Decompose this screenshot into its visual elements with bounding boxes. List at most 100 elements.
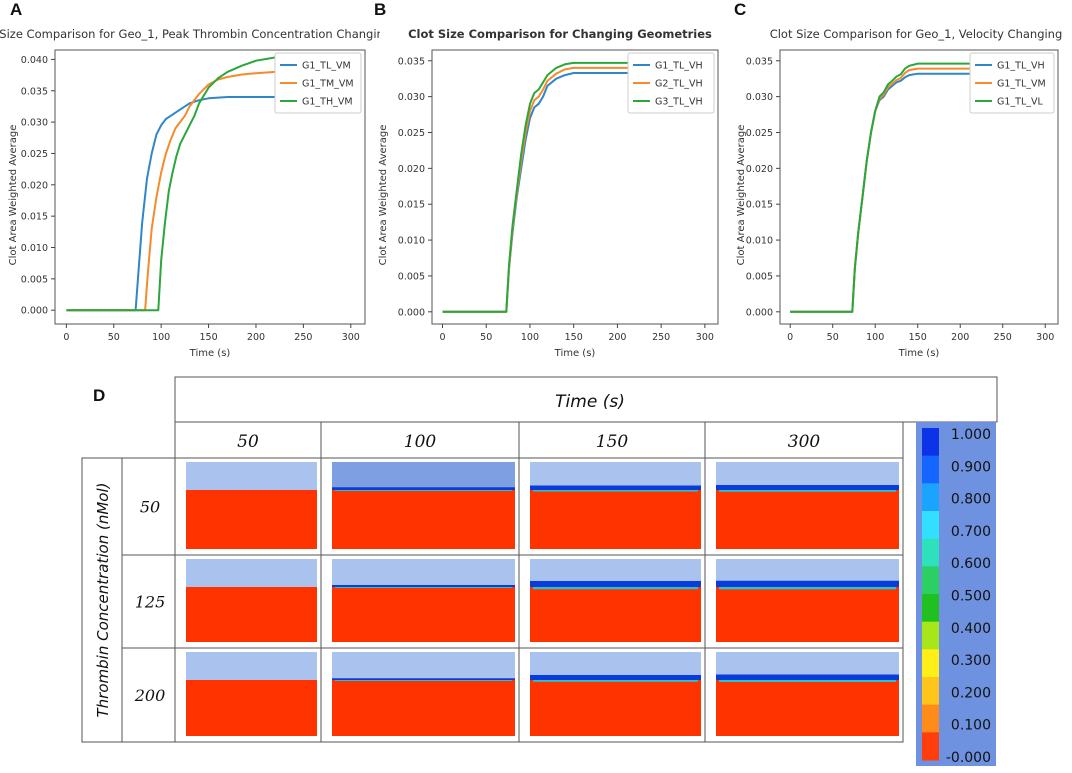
- chart-b-xtick-label: 0: [439, 332, 445, 343]
- series-line-g1-tl-vm: [66, 96, 351, 312]
- heatmap-clot-band: [530, 485, 701, 490]
- heatmap-clot-region: [716, 680, 899, 736]
- chart-a-ylabel: Clot Area Weighted Average: [8, 125, 19, 266]
- chart-a-ytick-label: 0.010: [21, 243, 48, 254]
- time-column-header-cell: [518, 421, 706, 459]
- heatmap-fluid-region: [186, 559, 317, 587]
- chart-b-xtick-label: 150: [565, 332, 583, 343]
- series-line-g1-th-vm: [66, 55, 351, 312]
- heatmap-clot-region: [186, 680, 317, 736]
- thrombin-header-cell: [81, 457, 123, 743]
- chart-c-xtick-label: 100: [866, 332, 884, 343]
- chart-a-title: Clot Size Comparison for Geo_1, Peak Thr…: [0, 27, 380, 41]
- chart-b-legend-box: [627, 52, 715, 114]
- chart-c-xtick-label: 250: [994, 332, 1012, 343]
- colorbar-swatch: [922, 538, 939, 567]
- chart-a-ytick-label: 0.035: [21, 86, 48, 97]
- legend-entry: G1_TL_VM: [302, 61, 351, 72]
- heatmap-fluid-region: [332, 559, 515, 587]
- chart-a-xtick-label: 100: [152, 332, 170, 343]
- chart-a-plot-frame: [54, 49, 366, 325]
- colorbar-tick-label: 0.300: [951, 653, 991, 669]
- chart-b-xlabel: Time (s): [554, 348, 596, 359]
- chart-b-ylabel: Clot Area Weighted Average: [378, 125, 389, 266]
- heatmap-clot-band: [716, 485, 899, 490]
- time-column-header-label: 150: [596, 432, 629, 452]
- chart-c-ytick-label: 0.015: [746, 200, 773, 211]
- line-chart-a: Clot Size Comparison for Geo_1, Peak Thr…: [0, 27, 380, 359]
- heatmap-clot-region: [332, 680, 515, 736]
- thrombin-row-header-cell: [121, 457, 176, 556]
- panel-label-d: D: [93, 386, 106, 405]
- chart-b-xtick-label: 300: [696, 332, 714, 343]
- chart-b-xtick-label: 250: [652, 332, 670, 343]
- colorbar-tick-label: 0.100: [951, 718, 991, 734]
- chart-a-ytick-label: 0.015: [21, 212, 48, 223]
- thrombin-row-header-label: 200: [134, 686, 166, 705]
- heatmap-clot-edge: [533, 680, 698, 682]
- chart-b-ytick-label: 0.025: [398, 128, 425, 139]
- chart-c-xtick-label: 300: [1036, 332, 1054, 343]
- heatmap-clot-edge: [533, 490, 698, 492]
- heatmap-fluid-region: [530, 462, 701, 490]
- heatmap-clot-band: [332, 487, 515, 490]
- chart-c-xlabel: Time (s): [898, 348, 940, 359]
- chart-a-ytick-label: 0.020: [21, 180, 48, 191]
- chart-a-ytick-label: 0.005: [21, 274, 48, 285]
- heatmap-clot-band: [530, 675, 701, 680]
- heatmap-clot-band: [332, 678, 515, 680]
- heatmap-clot-edge: [335, 587, 512, 588]
- time-column-header-cell: [320, 421, 520, 459]
- chart-c-ylabel: Clot Area Weighted Average: [736, 125, 747, 266]
- chart-a-ytick-label: 0.030: [21, 118, 48, 129]
- colorbar-tick-label: 0.500: [951, 589, 991, 605]
- chart-c-xtick-label: 200: [951, 332, 969, 343]
- heatmap-clot-edge: [719, 490, 896, 492]
- heatmap-clot-region: [332, 587, 515, 642]
- chart-a-xtick-label: 250: [294, 332, 312, 343]
- thrombin-header-label: Thrombin Concentration (nMol): [94, 483, 112, 718]
- time-column-header-cell: [174, 421, 322, 459]
- thrombin-row-header-label: 50: [140, 498, 160, 517]
- chart-c-ytick-label: 0.020: [746, 164, 773, 175]
- heatmap-clot-region: [332, 490, 515, 549]
- chart-a-ytick-label: 0.040: [21, 55, 48, 66]
- heatmap-clot-region: [186, 587, 317, 642]
- legend-entry: G1_TL_VH: [997, 61, 1045, 72]
- colorbar-swatch: [922, 483, 939, 512]
- colorbar-swatch: [922, 732, 939, 761]
- heatmap-clot-band: [530, 581, 701, 587]
- chart-b-ytick-label: 0.030: [398, 92, 425, 103]
- chart-b-ytick-label: 0.015: [398, 200, 425, 211]
- heatmap-clot-band: [716, 580, 899, 587]
- panel-label-c: C: [734, 0, 747, 19]
- chart-b-ytick-label: 0.005: [398, 271, 425, 282]
- heatmap-clot-edge: [719, 680, 896, 682]
- legend-entry: G1_TL_VL: [997, 97, 1044, 108]
- colorbar-tick-label: 0.900: [951, 459, 991, 475]
- chart-c-ytick-label: 0.025: [746, 128, 773, 139]
- time-column-header-label: 50: [237, 432, 259, 452]
- chart-c-legend-box: [969, 52, 1055, 114]
- chart-c-xtick-label: 150: [909, 332, 927, 343]
- colorbar-swatch: [922, 649, 939, 678]
- legend-entry: G1_TH_VM: [302, 97, 353, 108]
- chart-c-ytick-label: 0.030: [746, 92, 773, 103]
- series-line-g3-tl-vh: [442, 61, 705, 313]
- time-header-cell: [174, 376, 998, 423]
- colorbar-swatch: [922, 704, 939, 733]
- chart-a-xlabel: Time (s): [189, 348, 231, 359]
- colorbar-tick-label: 0.400: [951, 621, 991, 637]
- panel-label-a: A: [10, 0, 23, 19]
- legend-entry: G1_TL_VM: [997, 79, 1046, 90]
- colorbar-tick-label: 1.000: [951, 427, 991, 443]
- chart-c-xtick-label: 0: [787, 332, 793, 343]
- heatmap-clot-region: [530, 587, 701, 642]
- chart-b-title: Clot Size Comparison for Changing Geomet…: [408, 27, 712, 41]
- heatmap-clot-edge: [719, 587, 896, 590]
- chart-c-ytick-label: 0.035: [746, 56, 773, 67]
- colorbar-swatch: [922, 455, 939, 484]
- colorbar-tick-label: 0.800: [951, 492, 991, 508]
- heatmap-clot-edge: [335, 680, 512, 681]
- chart-c-title: Clot Size Comparison for Geo_1, Velocity…: [770, 27, 1063, 41]
